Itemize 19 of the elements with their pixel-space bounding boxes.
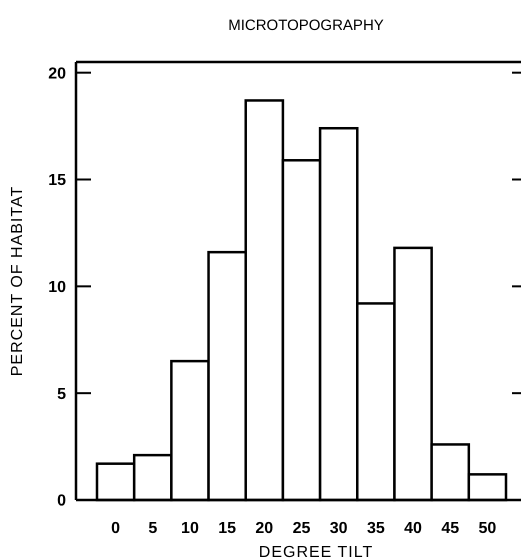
x-tick-label: 35 (366, 520, 385, 537)
y-axis-title: PERCENT OF HABITAT (9, 186, 26, 376)
y-tick-label: 15 (48, 172, 66, 190)
x-axis-title: DEGREE TILT (258, 544, 374, 559)
x-tick-label: 25 (292, 520, 310, 537)
y-tick-label: 20 (48, 65, 66, 82)
x-tick-label: 50 (478, 520, 496, 537)
x-tick-label: 0 (111, 520, 120, 537)
y-tick-label: 5 (57, 386, 66, 403)
x-tick-label: 45 (441, 520, 460, 537)
chart-title: MICROTOPOGRAPHY (228, 17, 384, 34)
x-tick-label: 20 (255, 520, 274, 537)
x-tick-label: 10 (181, 520, 199, 537)
x-tick-label: 5 (148, 520, 158, 537)
y-tick-label: 10 (48, 278, 66, 296)
y-tick-label: 0 (57, 492, 66, 510)
x-tick-label: 40 (404, 520, 422, 537)
x-tick-label: 30 (330, 520, 348, 537)
x-tick-label: 15 (218, 520, 236, 537)
